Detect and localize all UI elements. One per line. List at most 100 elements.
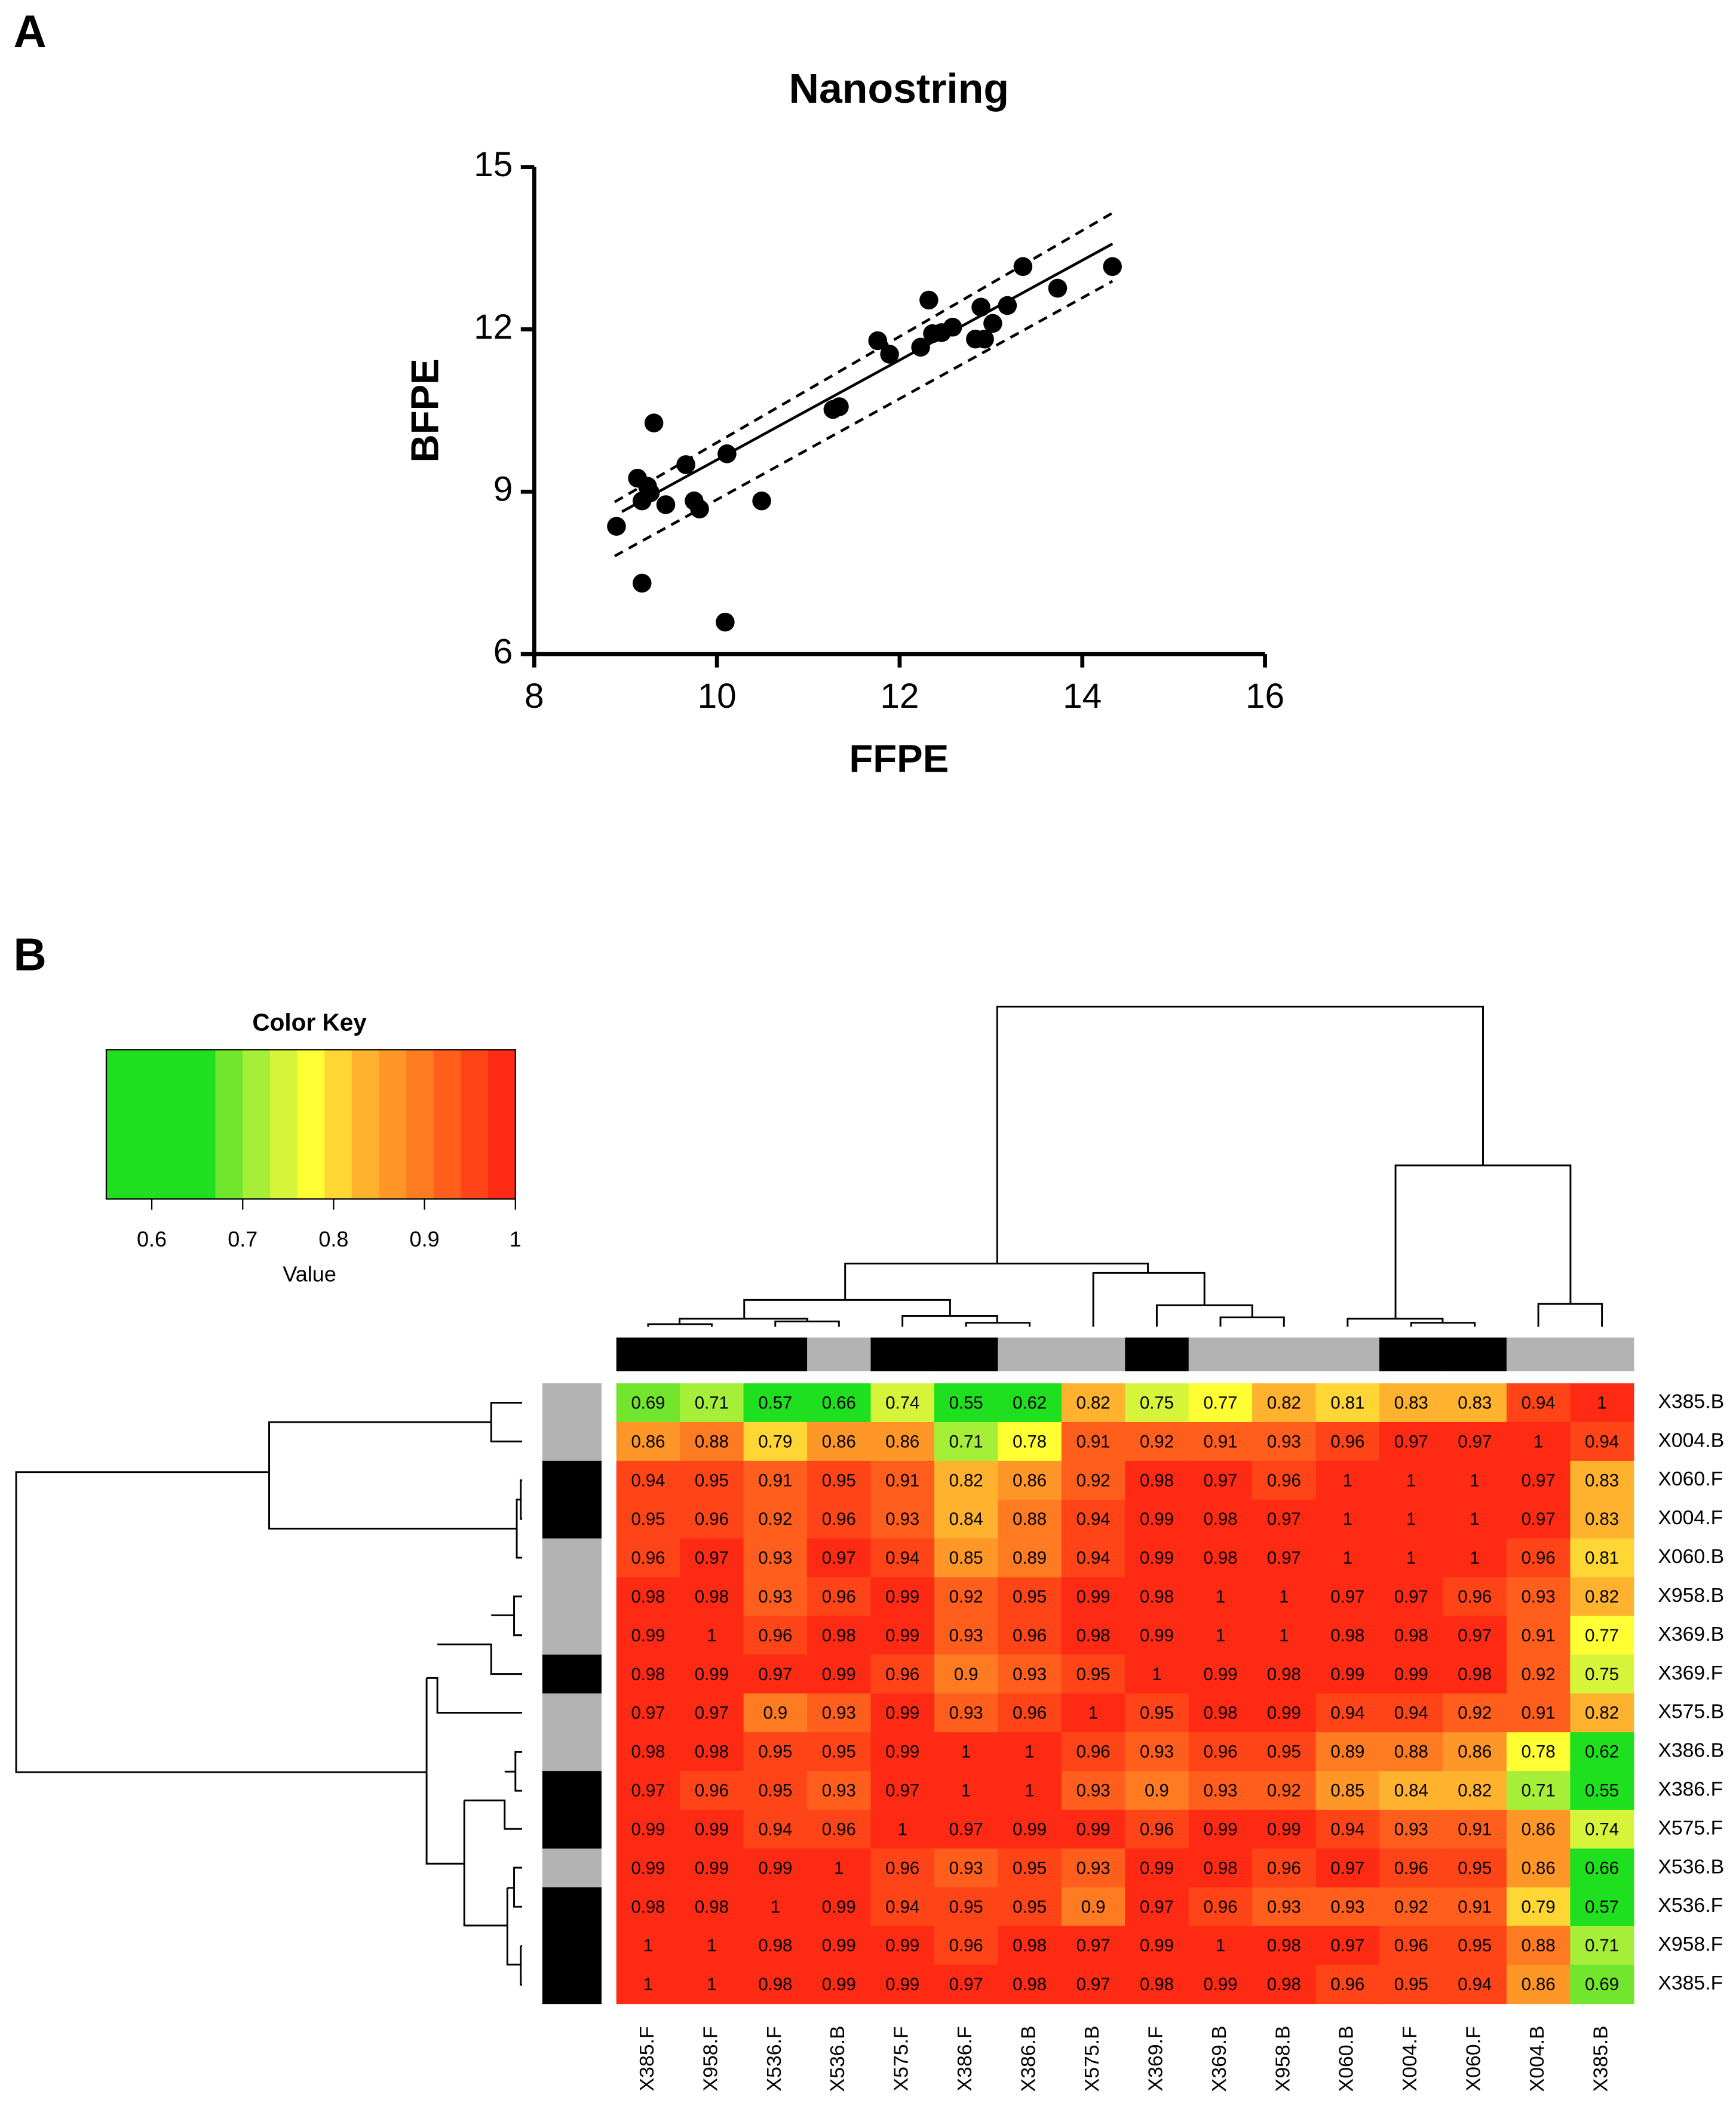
cell-label: 0.93 [1203, 1781, 1237, 1801]
cell-label: 0.97 [695, 1703, 729, 1723]
heatmap-cell [1506, 1810, 1571, 1849]
point [1013, 257, 1033, 277]
row-label: X958.B [1658, 1584, 1724, 1607]
heatmap-cell [1443, 1460, 1507, 1500]
heatmap-cell [680, 1577, 744, 1617]
cell-label: 0.91 [1458, 1819, 1492, 1839]
cell-label: 0.81 [1585, 1548, 1619, 1568]
cell-label: 0.94 [885, 1897, 919, 1917]
row-side-color [542, 1887, 602, 1927]
heatmap-cell [998, 1732, 1062, 1772]
heatmap-cell [1061, 1771, 1125, 1810]
colorkey-swatch [406, 1049, 434, 1199]
cell-label: 0.96 [949, 1936, 983, 1955]
heatmap-cell [1188, 1810, 1253, 1849]
heatmap-cell [1188, 1616, 1253, 1656]
cell-label: 0.98 [1140, 1470, 1174, 1490]
column-side-color [1188, 1337, 1253, 1371]
cell-label: 0.99 [1140, 1626, 1174, 1645]
cell-label: 0.84 [1394, 1781, 1428, 1801]
heatmap-cell [1315, 1771, 1380, 1810]
column-side-color [1315, 1337, 1380, 1371]
heatmap-cell [616, 1616, 680, 1656]
cell-label: 0.75 [1585, 1665, 1619, 1684]
cell-label: 0.99 [1394, 1665, 1428, 1684]
heatmap-cell [1506, 1771, 1571, 1810]
cell-label: 0.77 [1585, 1626, 1619, 1645]
cell-label: 0.97 [949, 1975, 983, 1994]
cell-label: 0.57 [1585, 1897, 1619, 1917]
colorkey-tick-label: 1 [510, 1227, 522, 1251]
cell-label: 0.99 [1140, 1936, 1174, 1955]
heatmap-cell [1315, 1538, 1380, 1578]
point [983, 314, 1002, 333]
cell-label: 0.83 [1585, 1509, 1619, 1529]
cell-label: 0.85 [1330, 1781, 1364, 1801]
heatmap-cell [743, 1771, 808, 1810]
heatmap-cell [870, 1693, 935, 1733]
cell-label: 0.97 [1330, 1858, 1364, 1878]
heatmap-cell [1188, 1964, 1253, 2004]
heatmap-cell [680, 1538, 744, 1578]
heatmap-cell [1125, 1848, 1189, 1888]
heatmap-cell [1315, 1383, 1380, 1423]
y-axis-title: BFPE [403, 358, 447, 462]
heatmap-cell [998, 1654, 1062, 1694]
cell-label: 0.82 [1458, 1781, 1492, 1801]
row-side-color [542, 1732, 602, 1772]
column-label: X958.F [699, 2026, 722, 2091]
cell-label: 0.86 [1013, 1470, 1047, 1490]
point [975, 329, 994, 349]
cell-label: 0.82 [1267, 1393, 1301, 1413]
heatmap-cell [1252, 1616, 1317, 1656]
column-side-color [1506, 1337, 1571, 1371]
cell-label: 0.88 [1394, 1742, 1428, 1762]
heatmap-cell [616, 1383, 680, 1423]
heatmap-cell [998, 1926, 1062, 1966]
heatmap-cell [998, 1538, 1062, 1578]
heatmap-cell [870, 1771, 935, 1810]
heatmap-cell [1252, 1771, 1317, 1810]
cell-label: 0.99 [885, 1975, 919, 1994]
cell-label: 1 [1088, 1703, 1098, 1723]
point [943, 318, 962, 337]
cell-label: 1 [643, 1975, 653, 1994]
cell-label: 0.95 [822, 1470, 856, 1490]
heatmap-cell [743, 1654, 808, 1694]
cell-label: 0.97 [1330, 1587, 1364, 1607]
point [1103, 257, 1122, 277]
heatmap-cell [870, 1538, 935, 1578]
heatmap-cell [1188, 1771, 1253, 1810]
heatmap-cell [1379, 1383, 1444, 1423]
cell-label: 0.98 [1203, 1703, 1237, 1723]
row-label: X386.F [1658, 1777, 1723, 1800]
cell-label: 0.89 [1013, 1548, 1047, 1568]
cell-label: 0.97 [1458, 1626, 1492, 1645]
row-side-color [542, 1693, 602, 1733]
cell-label: 0.99 [1140, 1509, 1174, 1529]
heatmap-cell [1315, 1577, 1380, 1617]
cell-label: 0.69 [1585, 1975, 1619, 1994]
colorkey-swatch [106, 1049, 216, 1199]
heatmap-cell [1570, 1810, 1634, 1849]
heatmap-cell [1125, 1926, 1189, 1966]
row-side-color [542, 1848, 602, 1888]
heatmap-cell [1570, 1964, 1634, 2004]
cell-label: 1 [1533, 1432, 1543, 1451]
cell-label: 0.96 [885, 1858, 919, 1878]
heatmap-cell [807, 1810, 872, 1849]
heatmap-cell [1443, 1422, 1507, 1462]
point [998, 296, 1017, 315]
heatmap-cell [680, 1732, 744, 1772]
cell-label: 1 [1470, 1470, 1480, 1490]
heatmap-cell [807, 1732, 872, 1772]
colorkey-label: Value [283, 1261, 336, 1286]
point [644, 413, 664, 432]
y-tick-label: 15 [474, 145, 513, 184]
heatmap-cell [1443, 1693, 1507, 1733]
cell-label: 0.92 [1140, 1432, 1174, 1451]
cell-label: 0.93 [1267, 1897, 1301, 1917]
cell-label: 0.96 [822, 1509, 856, 1529]
heatmap-cell [1252, 1577, 1317, 1617]
cell-label: 1 [707, 1626, 716, 1645]
